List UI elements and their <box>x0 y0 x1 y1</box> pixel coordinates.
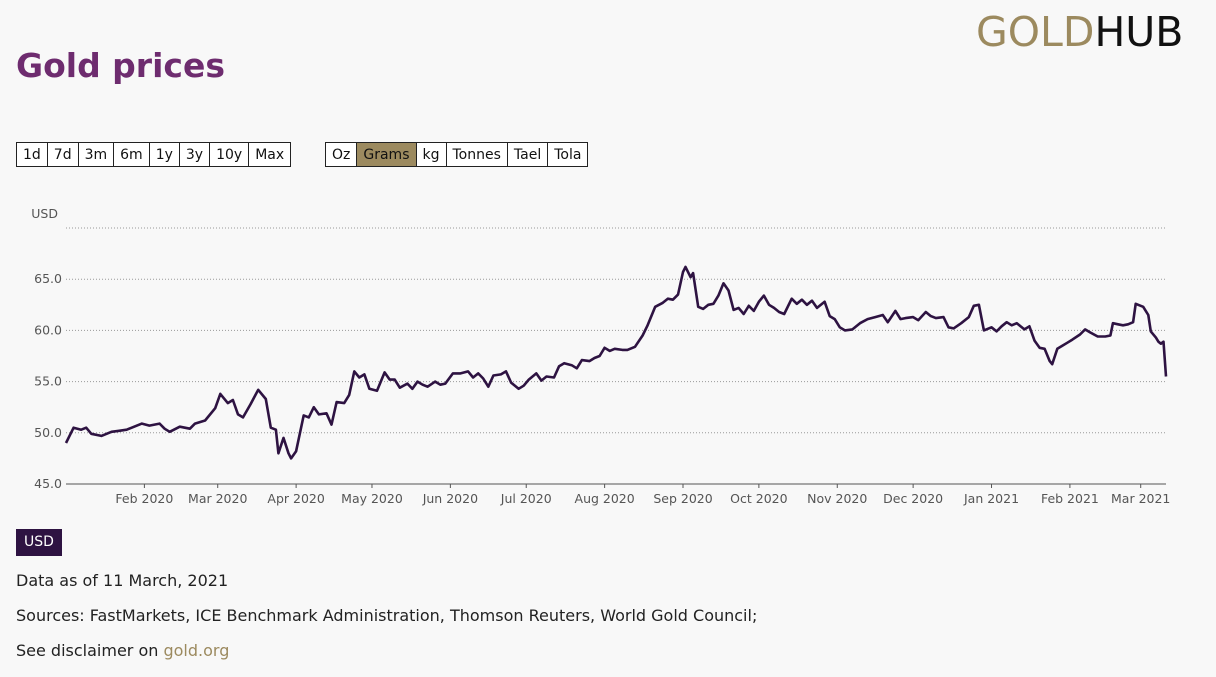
range-button-1d[interactable]: 1d <box>16 142 48 167</box>
x-tick-label: Feb 2020 <box>115 491 173 506</box>
price-series-line <box>64 265 1168 460</box>
page-title: Gold prices <box>16 46 225 85</box>
x-tick-label: Dec 2020 <box>883 491 943 506</box>
x-tick-label: May 2020 <box>341 491 403 506</box>
y-tick-label: 55.0 <box>34 374 62 389</box>
logo-hub-text: HUB <box>1094 8 1184 56</box>
range-button-10y[interactable]: 10y <box>209 142 250 167</box>
time-range-selector: 1d 7d 3m 6m 1y 3y 10y Max <box>16 142 292 167</box>
x-tick-label: Nov 2020 <box>807 491 867 506</box>
sources-text: Sources: FastMarkets, ICE Benchmark Admi… <box>16 606 758 625</box>
range-button-1y[interactable]: 1y <box>148 142 180 167</box>
unit-selector: Oz Grams kg Tonnes Tael Tola <box>325 142 589 167</box>
x-tick-label: Aug 2020 <box>575 491 635 506</box>
x-tick-label: Mar 2020 <box>188 491 247 506</box>
disclaimer-text: See disclaimer on gold.org <box>16 641 229 661</box>
unit-button-tael[interactable]: Tael <box>506 142 549 167</box>
y-axis-label: USD <box>31 206 58 221</box>
unit-button-oz[interactable]: Oz <box>325 142 358 167</box>
gold-price-chart: 45.0 50.0 55.0 60.0 65.0 USD Feb 2020 Mar 2020 A… <box>31 206 1170 506</box>
goldhub-logo[interactable]: GOLDHUB <box>976 8 1183 56</box>
data-as-of-text: Data as of 11 March, 2021 <box>16 571 229 590</box>
range-button-max[interactable]: Max <box>248 142 292 167</box>
y-tick-label: 65.0 <box>34 271 62 286</box>
unit-button-grams[interactable]: Grams <box>356 142 417 167</box>
x-tick-label: Oct 2020 <box>730 491 787 506</box>
unit-button-tonnes[interactable]: Tonnes <box>445 142 508 167</box>
x-tick-label: Jul 2020 <box>500 491 552 506</box>
gold-org-link[interactable]: gold.org <box>163 641 230 660</box>
unit-button-kg[interactable]: kg <box>415 142 447 167</box>
y-tick-label: 45.0 <box>34 476 62 491</box>
x-tick-label: Jan 2021 <box>963 491 1019 506</box>
unit-button-tola[interactable]: Tola <box>547 142 589 167</box>
x-tick-label: Feb 2021 <box>1041 491 1099 506</box>
range-button-6m[interactable]: 6m <box>113 142 150 167</box>
range-button-7d[interactable]: 7d <box>46 142 79 167</box>
disclaimer-prefix: See disclaimer on <box>16 641 164 660</box>
x-tick-label: Apr 2020 <box>267 491 324 506</box>
currency-badge[interactable]: USD <box>16 529 62 556</box>
y-tick-label: 50.0 <box>34 425 62 440</box>
logo-gold-text: GOLD <box>976 8 1095 56</box>
x-tick-label: Mar 2021 <box>1111 491 1170 506</box>
x-tick-label: Jun 2020 <box>422 491 478 506</box>
x-tick-label: Sep 2020 <box>653 491 712 506</box>
range-button-3y[interactable]: 3y <box>178 142 211 167</box>
y-tick-label: 60.0 <box>34 322 62 337</box>
range-button-3m[interactable]: 3m <box>77 142 115 167</box>
